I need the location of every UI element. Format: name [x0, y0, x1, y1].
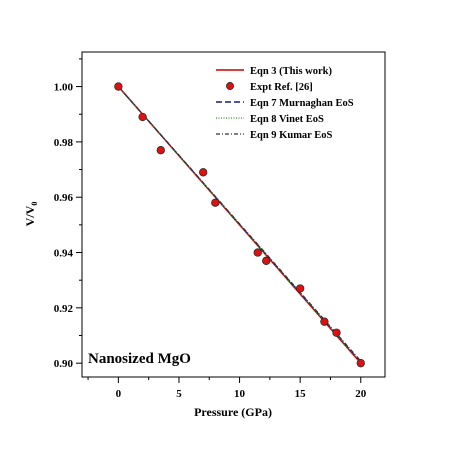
series-line-3: [117, 86, 362, 363]
y-tick-label: 0.90: [54, 358, 74, 370]
x-axis-title: Pressure (GPa): [194, 405, 272, 419]
legend-label-kumar: Eqn 9 Kumar EoS: [250, 130, 333, 141]
expt-data-point: [211, 198, 220, 207]
expt-data-point: [262, 256, 271, 265]
expt-data-point: [156, 146, 165, 155]
expt-data-point: [199, 168, 208, 177]
expt-data-point: [296, 284, 305, 293]
legend-swatch-expt: [226, 82, 234, 90]
x-tick-label: 10: [234, 388, 246, 400]
y-axis-title-subscript: 0: [30, 202, 39, 206]
x-tick-label: 5: [176, 388, 182, 400]
legend-label-vinet: Eqn 8 Vinet EoS: [250, 114, 324, 125]
y-tick-label: 0.92: [54, 303, 74, 315]
y-tick-label: 0.94: [54, 248, 74, 260]
legend-label-expt: Expt Ref. [26]: [250, 82, 313, 93]
chart-annotation: Nanosized MgO: [88, 351, 191, 367]
legend-label-eqn3: Eqn 3 (This work): [250, 66, 332, 77]
x-tick-label: 20: [355, 388, 367, 400]
y-axis: 0.90 0.92 0.94 0.96 0.98 1.00: [54, 58, 82, 370]
plot-frame: [81, 51, 386, 378]
x-axis: 0 5 10 15 20: [87, 377, 367, 400]
expt-data-point: [320, 317, 329, 326]
y-axis-title: V/V0: [23, 202, 39, 227]
expt-data-point: [138, 112, 147, 122]
series-line-4: [117, 86, 362, 362]
data-points: [114, 82, 365, 368]
expt-data-point: [114, 82, 123, 91]
y-tick-label: 0.98: [54, 137, 74, 149]
expt-data-point: [332, 328, 341, 337]
y-tick-label: 1.00: [54, 82, 74, 94]
y-axis-title-main: V/V: [23, 205, 37, 226]
series-lines: [117, 86, 362, 364]
expt-data-point: [356, 359, 365, 368]
x-tick-label: 0: [116, 388, 122, 400]
x-tick-label: 15: [295, 388, 307, 400]
y-tick-label: 0.96: [54, 192, 74, 204]
legend: Eqn 3 (This work) Expt Ref. [26] Eqn 7 M…: [216, 66, 354, 141]
expt-data-point: [253, 248, 262, 257]
legend-label-murnaghan: Eqn 7 Murnaghan EoS: [250, 98, 354, 109]
